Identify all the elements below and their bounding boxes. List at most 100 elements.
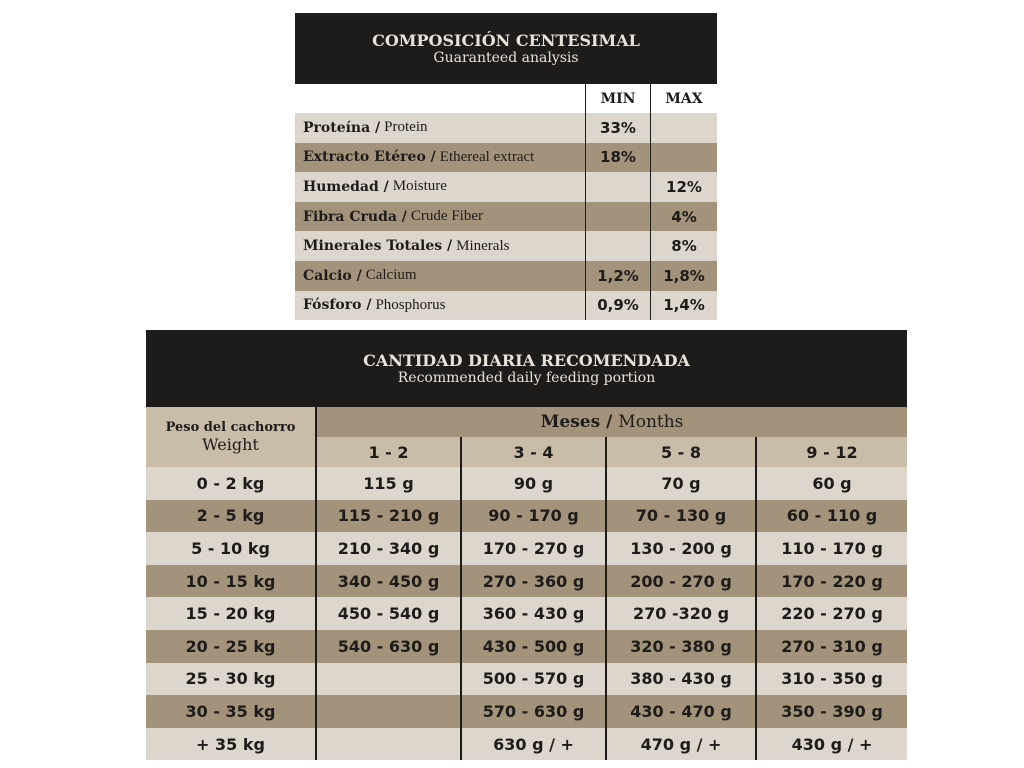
weight-cell: 0 - 2 kg (146, 467, 315, 500)
value: 310 - 350 g (781, 669, 883, 689)
value-cell: 115 - 210 g (315, 499, 460, 533)
value: 1,2% (597, 266, 639, 285)
value-cell (315, 727, 460, 761)
value: 90 - 170 g (488, 506, 579, 526)
value-cell: 0,9% (585, 290, 650, 321)
value: 430 g / + (791, 734, 873, 754)
value-cell: 1,2% (585, 261, 650, 291)
weight-cell: 2 - 5 kg (146, 499, 315, 533)
value: 110 - 170 g (781, 538, 883, 558)
value-cell (315, 662, 460, 696)
value-cell: 70 g (605, 467, 755, 500)
value: 350 - 390 g (781, 701, 883, 721)
weight: + 35 kg (196, 734, 265, 754)
label-es: Fibra Cruda / (303, 208, 407, 225)
weight-cell: 5 - 10 kg (146, 532, 315, 565)
column-label: 1 - 2 (368, 442, 409, 462)
value-cell: 340 - 450 g (315, 564, 460, 598)
value: 570 - 630 g (482, 701, 585, 721)
value-cell: 70 - 130 g (605, 499, 755, 533)
value-cell: 540 - 630 g (315, 630, 460, 663)
value: 360 - 430 g (482, 604, 585, 624)
value: 430 - 470 g (630, 701, 732, 721)
row-label: Fósforo / Phosphorus (295, 290, 585, 321)
weight-es: Peso del cachorro (165, 420, 296, 435)
value: 33% (600, 118, 636, 137)
column-label: MAX (665, 90, 703, 107)
value: 1,8% (663, 266, 705, 285)
column-header: 3 - 4 (460, 437, 605, 467)
value-cell: 90 g (460, 467, 605, 500)
label-es: Minerales Totales / (303, 238, 453, 255)
value: 270 - 310 g (781, 636, 883, 656)
value: 380 - 430 g (630, 669, 732, 689)
value-cell: 220 - 270 g (755, 597, 907, 630)
label-en: Calcium (365, 267, 417, 284)
value: 115 - 210 g (337, 506, 440, 526)
value: 200 - 270 g (630, 571, 732, 591)
column-label: MIN (600, 90, 636, 107)
value-cell: 360 - 430 g (460, 597, 605, 630)
weight-header: Peso del cachorro Weight (146, 407, 315, 467)
value: 630 g / + (493, 734, 574, 754)
weight-en: Weight (202, 435, 259, 454)
column-label: 9 - 12 (806, 442, 858, 462)
value-cell: 90 - 170 g (460, 499, 605, 533)
subtitle: Guaranteed analysis (433, 50, 579, 66)
months-es: Meses / (540, 412, 613, 432)
weight: 25 - 30 kg (185, 669, 276, 689)
weight-cell: 10 - 15 kg (146, 564, 315, 598)
value-cell: 210 - 340 g (315, 532, 460, 565)
value-cell: 430 - 470 g (605, 695, 755, 728)
value-cell: 630 g / + (460, 727, 605, 761)
value: 210 - 340 g (337, 538, 440, 558)
value-cell (585, 172, 650, 202)
column-header: 5 - 8 (605, 437, 755, 467)
value-cell: 170 - 270 g (460, 532, 605, 565)
value-cell: 1,8% (650, 261, 717, 291)
value: 270 - 360 g (482, 571, 585, 591)
value: 90 g (513, 473, 554, 493)
label-en: Protein (384, 119, 428, 136)
weight: 15 - 20 kg (185, 604, 276, 624)
value-cell: 320 - 380 g (605, 630, 755, 663)
value-cell: 60 - 110 g (755, 499, 907, 533)
value: 4% (671, 207, 697, 226)
value-cell: 170 - 220 g (755, 564, 907, 598)
value-cell: 570 - 630 g (460, 695, 605, 728)
value: 430 - 500 g (482, 636, 585, 656)
value-cell (650, 113, 717, 143)
value-cell: 430 - 500 g (460, 630, 605, 663)
value: 170 - 220 g (781, 571, 883, 591)
row-label: Extracto Etéreo / Ethereal extract (295, 142, 585, 173)
value: 0,9% (597, 296, 639, 315)
value-cell: 350 - 390 g (755, 695, 907, 728)
weight: 30 - 35 kg (185, 701, 276, 721)
label-es: Extracto Etéreo / (303, 149, 436, 166)
value: 130 - 200 g (630, 538, 732, 558)
title: CANTIDAD DIARIA RECOMENDADA (363, 351, 690, 370)
weight-cell: + 35 kg (146, 727, 315, 761)
column-header: 9 - 12 (755, 437, 907, 467)
value-cell: 60 g (755, 467, 907, 500)
value: 470 g / + (640, 734, 722, 754)
label-es: Humedad / (303, 178, 389, 195)
title: COMPOSICIÓN CENTESIMAL (372, 31, 640, 50)
value: 220 - 270 g (781, 604, 883, 624)
value-cell: 130 - 200 g (605, 532, 755, 565)
label-en: Crude Fiber (410, 208, 483, 225)
value-cell: 8% (650, 231, 717, 261)
value-cell: 310 - 350 g (755, 662, 907, 696)
months-en: Months (618, 412, 684, 432)
value-cell: 450 - 540 g (315, 597, 460, 630)
row-label: Calcio / Calcium (295, 261, 585, 291)
value-cell (585, 201, 650, 232)
weight-cell: 25 - 30 kg (146, 662, 315, 696)
value-cell: 500 - 570 g (460, 662, 605, 696)
value-cell: 380 - 430 g (605, 662, 755, 696)
label-en: Phosphorus (375, 296, 446, 313)
row-label: Fibra Cruda / Crude Fiber (295, 201, 585, 232)
column-header: MIN (585, 84, 650, 113)
value: 70 g (661, 473, 701, 493)
